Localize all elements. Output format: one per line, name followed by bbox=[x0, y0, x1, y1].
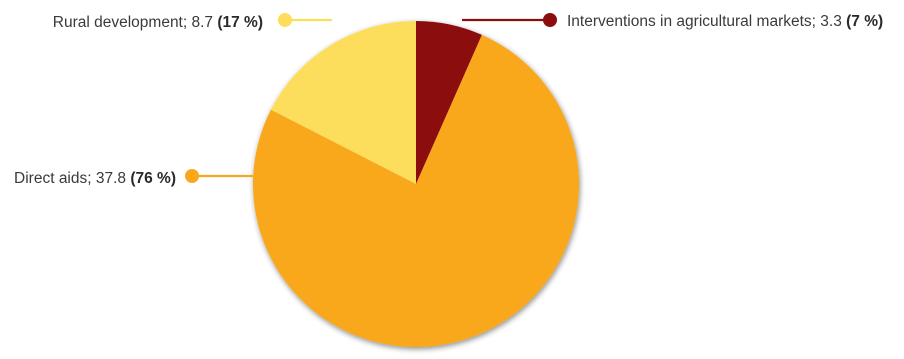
leader-dot-marker bbox=[543, 13, 557, 27]
pie-slices bbox=[253, 21, 579, 348]
data-label: Interventions in agricultural markets; 3… bbox=[567, 13, 883, 30]
data-label-name: Direct aids; 37.8 bbox=[14, 170, 130, 187]
leader-dot-marker bbox=[185, 169, 199, 183]
leader-dot-marker bbox=[278, 13, 292, 27]
data-label: Rural development; 8.7 (17 %) bbox=[53, 14, 263, 31]
data-label-percent: (7 %) bbox=[846, 13, 883, 30]
pie-slice-direct-aids bbox=[253, 34, 579, 348]
pie-leader-lines bbox=[185, 13, 557, 183]
data-label-percent: (76 %) bbox=[130, 170, 176, 187]
data-label-name: Rural development; 8.7 bbox=[53, 14, 218, 31]
pie-slice-rural-development bbox=[270, 21, 416, 184]
data-label-name: Interventions in agricultural markets; 3… bbox=[567, 13, 846, 30]
data-label: Direct aids; 37.8 (76 %) bbox=[14, 170, 176, 187]
pie-data-labels: Interventions in agricultural markets; 3… bbox=[14, 13, 883, 187]
data-label-percent: (17 %) bbox=[217, 14, 263, 31]
pie-slice-interventions-in-agricultural-markets bbox=[416, 21, 482, 184]
